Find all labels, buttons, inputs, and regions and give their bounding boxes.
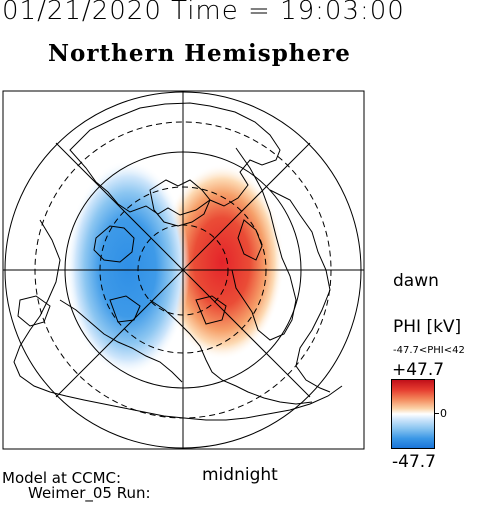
colorbar-quantity-label: PHI [kV] xyxy=(393,317,462,337)
run-label: Weimer_05 Run: xyxy=(28,484,151,502)
colorbar-range-label: -47.7<PHI<42 xyxy=(393,345,465,356)
negative-cell xyxy=(66,160,190,376)
meridian-line xyxy=(55,142,311,398)
positive-cell xyxy=(160,164,284,360)
colorbar-min-label: -47.7 xyxy=(392,452,436,472)
colorbar-max-label: +47.7 xyxy=(392,360,445,380)
dawn-label: dawn xyxy=(393,271,439,291)
timestamp-label: 01/21/2020 Time = 19:03:00 xyxy=(2,0,405,26)
colorbar xyxy=(391,379,435,449)
midnight-label: midnight xyxy=(202,465,278,485)
map-frame xyxy=(2,90,365,450)
colorbar-zero-label: 0 xyxy=(440,407,447,420)
colorbar-tick xyxy=(435,413,439,414)
page-title: Northern Hemisphere xyxy=(48,40,351,67)
coastlines xyxy=(13,102,343,421)
model-label: Model at CCMC: xyxy=(2,469,122,487)
